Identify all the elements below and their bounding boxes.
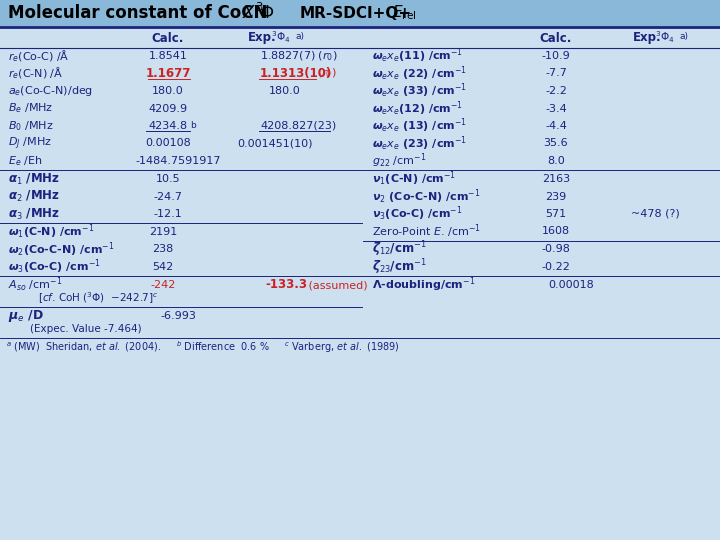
Text: Molecular constant of CoCN: Molecular constant of CoCN [8, 4, 267, 22]
Text: 239: 239 [545, 192, 567, 201]
Text: -0.98: -0.98 [541, 245, 570, 254]
Text: -7.7: -7.7 [545, 69, 567, 78]
Text: $\boldsymbol{\mu}_e$ /D: $\boldsymbol{\mu}_e$ /D [8, 308, 44, 324]
Text: -24.7: -24.7 [153, 192, 182, 201]
Text: $\boldsymbol{\zeta}_{12}$/cm$^{-1}$: $\boldsymbol{\zeta}_{12}$/cm$^{-1}$ [372, 240, 427, 259]
Text: 1.1677: 1.1677 [145, 67, 191, 80]
Text: b: b [190, 120, 196, 130]
Text: 2191: 2191 [149, 227, 177, 237]
Text: $E_e$ /Eh: $E_e$ /Eh [8, 154, 42, 168]
Text: 35.6: 35.6 [544, 138, 568, 149]
Text: 180.0: 180.0 [152, 86, 184, 96]
Text: 8.0: 8.0 [547, 156, 565, 166]
Text: MR-SDCI+Q+: MR-SDCI+Q+ [300, 5, 412, 21]
Text: $^a$ (MW)  Sheridan, $et\ al.$ (2004).     $^b$ Difference  0.6 %     $^c$ Varbe: $^a$ (MW) Sheridan, $et\ al.$ (2004). $^… [6, 339, 400, 355]
Text: -10.9: -10.9 [541, 51, 570, 61]
Text: -4.4: -4.4 [545, 121, 567, 131]
Text: 0.001451(10): 0.001451(10) [238, 138, 312, 149]
Text: ~478 (?): ~478 (?) [631, 209, 680, 219]
Text: $\boldsymbol{\nu}_3$(Co-C) /cm$^{-1}$: $\boldsymbol{\nu}_3$(Co-C) /cm$^{-1}$ [372, 205, 463, 224]
Text: 4209.9: 4209.9 [148, 104, 188, 113]
Text: $\boldsymbol{\omega}_e x_e$ (22) /cm$^{-1}$: $\boldsymbol{\omega}_e x_e$ (22) /cm$^{-… [372, 64, 467, 83]
Text: 4208.827(23): 4208.827(23) [260, 121, 336, 131]
Text: -3.4: -3.4 [545, 104, 567, 113]
Text: Exp.: Exp. [633, 31, 662, 44]
Text: $(r_0)$: $(r_0)$ [317, 67, 337, 80]
Text: $B_e$ /MHz: $B_e$ /MHz [8, 102, 53, 116]
Text: $^3\!\Phi$: $^3\!\Phi$ [255, 3, 274, 23]
Text: 2163: 2163 [542, 174, 570, 184]
Text: $\boldsymbol{\alpha}_2$ /MHz: $\boldsymbol{\alpha}_2$ /MHz [8, 189, 60, 204]
Text: 0.00018: 0.00018 [548, 280, 594, 290]
Text: 10.5: 10.5 [156, 174, 180, 184]
Text: $\boldsymbol{\nu}_2$ (Co-C-N) /cm$^{-1}$: $\boldsymbol{\nu}_2$ (Co-C-N) /cm$^{-1}$ [372, 187, 480, 206]
Text: $\boldsymbol{\omega}_e x_e$ (13) /cm$^{-1}$: $\boldsymbol{\omega}_e x_e$ (13) /cm$^{-… [372, 117, 467, 136]
Text: 571: 571 [546, 209, 567, 219]
Text: 1.8827(7) ($r_0$): 1.8827(7) ($r_0$) [260, 49, 338, 63]
Text: $A_{so}$ /cm$^{-1}$: $A_{so}$ /cm$^{-1}$ [8, 276, 63, 294]
Text: 4234.8: 4234.8 [148, 121, 188, 131]
Text: $r_e$(Co-C) /Å: $r_e$(Co-C) /Å [8, 48, 70, 64]
Text: Calc.: Calc. [540, 31, 572, 44]
Text: -0.22: -0.22 [541, 262, 570, 272]
Text: Calc.: Calc. [152, 31, 184, 44]
Text: -133.3: -133.3 [265, 279, 307, 292]
Text: -1484.7591917: -1484.7591917 [135, 156, 221, 166]
Text: [$cf$. CoH ($^3\Phi$)  $-$242.7]$^c$: [$cf$. CoH ($^3\Phi$) $-$242.7]$^c$ [38, 290, 158, 306]
Text: $\boldsymbol{\alpha}_3$ /MHz: $\boldsymbol{\alpha}_3$ /MHz [8, 206, 60, 221]
Text: $B_0$ /MHz: $B_0$ /MHz [8, 119, 53, 133]
Text: (Expec. Value -7.464): (Expec. Value -7.464) [30, 324, 142, 334]
Text: -242: -242 [150, 280, 176, 290]
Text: 0.00108: 0.00108 [145, 138, 191, 149]
Text: $\boldsymbol{\zeta}_{23}$/cm$^{-1}$: $\boldsymbol{\zeta}_{23}$/cm$^{-1}$ [372, 257, 427, 277]
Text: $a_e$(Co-C-N)/deg: $a_e$(Co-C-N)/deg [8, 84, 93, 98]
Text: 1.1313(10): 1.1313(10) [260, 67, 332, 80]
Text: $E_{\rm rel}$: $E_{\rm rel}$ [392, 4, 417, 22]
Text: -6.993: -6.993 [160, 311, 196, 321]
Text: $\boldsymbol{\omega}_3$(Co-C) /cm$^{-1}$: $\boldsymbol{\omega}_3$(Co-C) /cm$^{-1}$ [8, 258, 101, 276]
Text: $^3\Phi_4$: $^3\Phi_4$ [655, 29, 675, 45]
Text: $^3\Phi_4$: $^3\Phi_4$ [271, 29, 290, 45]
Text: 180.0: 180.0 [269, 86, 301, 96]
Text: 542: 542 [153, 262, 174, 272]
Text: $\boldsymbol{\omega}_e x_e$(11) /cm$^{-1}$: $\boldsymbol{\omega}_e x_e$(11) /cm$^{-1… [372, 46, 463, 65]
Text: $\boldsymbol{\omega}_1$(C-N) /cm$^{-1}$: $\boldsymbol{\omega}_1$(C-N) /cm$^{-1}$ [8, 222, 94, 241]
Bar [0, 0, 720, 26]
Text: $\boldsymbol{\omega}_2$(Co-C-N) /cm$^{-1}$: $\boldsymbol{\omega}_2$(Co-C-N) /cm$^{-1… [8, 240, 114, 259]
Text: $\boldsymbol{\alpha}_1$ /MHz: $\boldsymbol{\alpha}_1$ /MHz [8, 172, 60, 186]
Text: Exp.: Exp. [248, 31, 276, 44]
Text: a): a) [679, 31, 688, 40]
Text: -12.1: -12.1 [153, 209, 182, 219]
Text: $\it{X}$: $\it{X}$ [242, 4, 256, 22]
Text: $\boldsymbol{\omega}_e x_e$ (33) /cm$^{-1}$: $\boldsymbol{\omega}_e x_e$ (33) /cm$^{-… [372, 82, 467, 100]
Text: Zero-Point $E$. /cm$^{-1}$: Zero-Point $E$. /cm$^{-1}$ [372, 222, 481, 240]
Text: $D_J$ /MHz: $D_J$ /MHz [8, 136, 52, 152]
Text: $\boldsymbol{\omega}_e x_e$ (23) /cm$^{-1}$: $\boldsymbol{\omega}_e x_e$ (23) /cm$^{-… [372, 134, 467, 153]
Text: 1.8541: 1.8541 [148, 51, 187, 61]
Text: a): a) [295, 31, 304, 40]
Text: (assumed): (assumed) [305, 280, 368, 290]
Text: 238: 238 [153, 245, 174, 254]
Text: $\boldsymbol{\Lambda}$-doubling/cm$^{-1}$: $\boldsymbol{\Lambda}$-doubling/cm$^{-1}… [372, 276, 475, 294]
Text: -2.2: -2.2 [545, 86, 567, 96]
Text: $r_e$(C-N) /Å: $r_e$(C-N) /Å [8, 66, 63, 82]
Text: $\boldsymbol{\omega}_e x_e$(12) /cm$^{-1}$: $\boldsymbol{\omega}_e x_e$(12) /cm$^{-1… [372, 99, 463, 118]
Text: 1608: 1608 [542, 226, 570, 237]
Text: $g_{22}$ /cm$^{-1}$: $g_{22}$ /cm$^{-1}$ [372, 152, 426, 170]
Text: $\boldsymbol{\nu}_1$(C-N) /cm$^{-1}$: $\boldsymbol{\nu}_1$(C-N) /cm$^{-1}$ [372, 170, 456, 188]
